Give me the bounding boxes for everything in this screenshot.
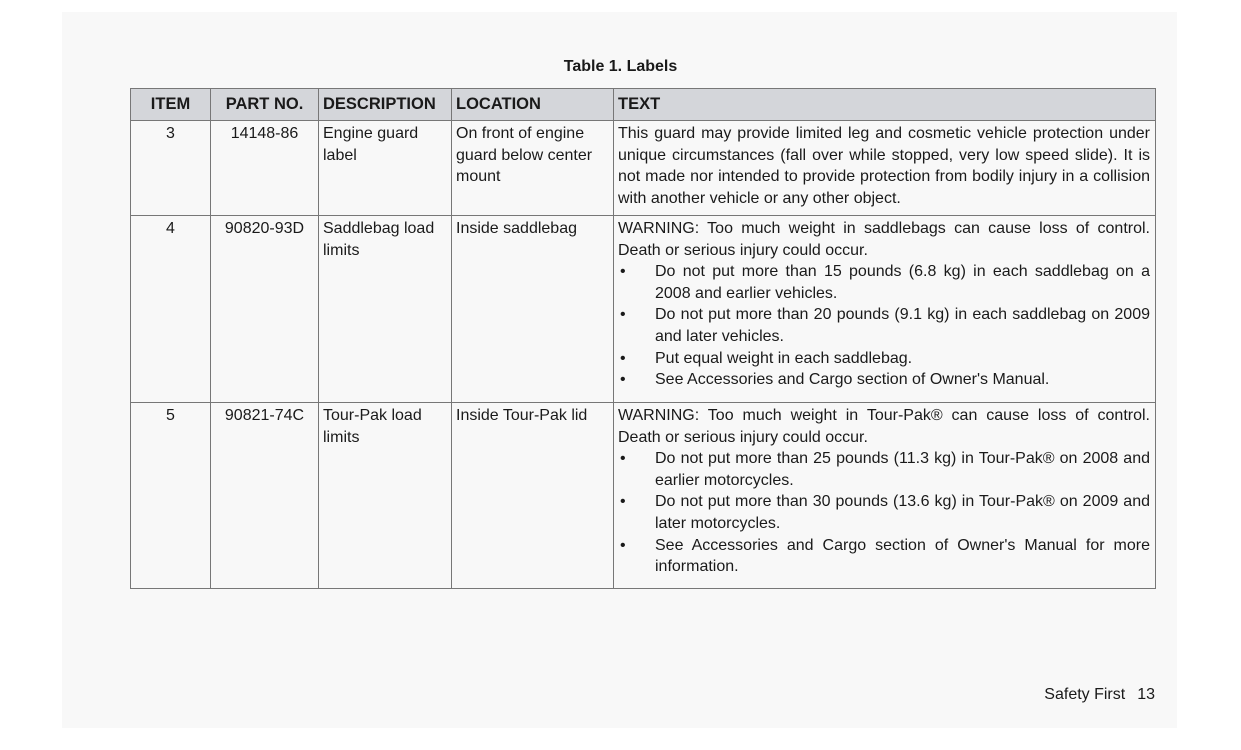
header-part-no: PART NO. (210, 88, 319, 121)
table-title: Table 1. Labels (563, 58, 678, 75)
bullet-text: Do not put more than 20 pounds (9.1 kg) … (655, 306, 1150, 345)
page-footer: Safety First 13 (1044, 686, 1155, 704)
bullet-item: • Put equal weight in each saddlebag. (618, 348, 1150, 370)
bullet-text: See Accessories and Cargo section of Own… (655, 536, 1150, 576)
cell-part-no: 14148-86 (210, 120, 319, 216)
header-description: DESCRIPTION (318, 88, 452, 121)
bullet-icon: • (620, 536, 626, 554)
bullet-item: • Do not put more than 30 pounds (13.6 kg… (618, 491, 1150, 534)
cell-item: 4 (130, 215, 211, 403)
labels-table: ITEM PART NO. DESCRIPTION LOCATION TEXT … (130, 88, 1156, 589)
bullet-icon: • (620, 349, 626, 367)
bullet-list: • Do not put more than 15 pounds (6.8 kg)… (618, 261, 1150, 391)
cell-location: Inside saddlebag (451, 215, 614, 403)
cell-description: Saddlebag load limits (318, 215, 452, 403)
cell-text: WARNING: Too much weight in saddlebags c… (613, 215, 1156, 403)
bullet-icon: • (620, 306, 626, 324)
cell-part-no: 90820-93D (210, 215, 319, 403)
cell-description: Tour-Pak load limits (318, 402, 452, 589)
bullet-text: Do not put more than 15 pounds (6.8 kg) … (655, 263, 1150, 302)
page-number: 13 (1137, 686, 1155, 703)
cell-item: 5 (130, 402, 211, 589)
header-location: LOCATION (451, 88, 614, 121)
table-header-row: ITEM PART NO. DESCRIPTION LOCATION TEXT (130, 88, 1156, 121)
header-item: ITEM (130, 88, 211, 121)
cell-location: Inside Tour-Pak lid (451, 402, 614, 589)
bullet-item: • See Accessories and Cargo section of Ow… (618, 535, 1150, 578)
bullet-list: • Do not put more than 25 pounds (11.3 kg… (618, 448, 1150, 578)
label-text: WARNING: Too much weight in saddlebags c… (618, 220, 1150, 259)
cell-location: On front of engine guard below center mo… (451, 120, 614, 216)
cell-text: WARNING: Too much weight in Tour-Pak® ca… (613, 402, 1156, 589)
bullet-icon: • (620, 450, 626, 468)
bullet-icon: • (620, 263, 626, 281)
bullet-item: • Do not put more than 20 pounds (9.1 kg)… (618, 304, 1150, 347)
bullet-icon: • (620, 493, 626, 511)
bullet-text: Put equal weight in each saddlebag. (655, 349, 913, 367)
table-row: 3 14148-86 Engine guard label On front of e… (130, 120, 1156, 216)
cell-description: Engine guard label (318, 120, 452, 216)
table-row: 5 90821-74C Tour-Pak load limits Inside Tou… (130, 402, 1156, 589)
header-text: TEXT (613, 88, 1156, 121)
bullet-item: • Do not put more than 25 pounds (11.3 kg… (618, 448, 1150, 491)
bullet-text: Do not put more than 30 pounds (13.6 kg)… (655, 493, 1150, 532)
bullet-item: • See Accessories and Cargo section of Ow… (618, 369, 1150, 391)
cell-text: This guard may provide limited leg and c… (613, 120, 1156, 216)
bullet-text: See Accessories and Cargo section of Own… (655, 371, 1050, 389)
bullet-text: Do not put more than 25 pounds (11.3 kg)… (655, 450, 1150, 489)
cell-part-no: 90821-74C (210, 402, 319, 589)
bullet-icon: • (620, 371, 626, 389)
cell-item: 3 (130, 120, 211, 216)
footer-section: Safety First (1044, 686, 1126, 703)
bullet-item: • Do not put more than 15 pounds (6.8 kg)… (618, 261, 1150, 304)
label-text: This guard may provide limited leg and c… (618, 125, 1150, 207)
label-text: WARNING: Too much weight in Tour-Pak® ca… (618, 407, 1150, 446)
table-row: 4 90820-93D Saddlebag load limits Inside sa… (130, 215, 1156, 403)
